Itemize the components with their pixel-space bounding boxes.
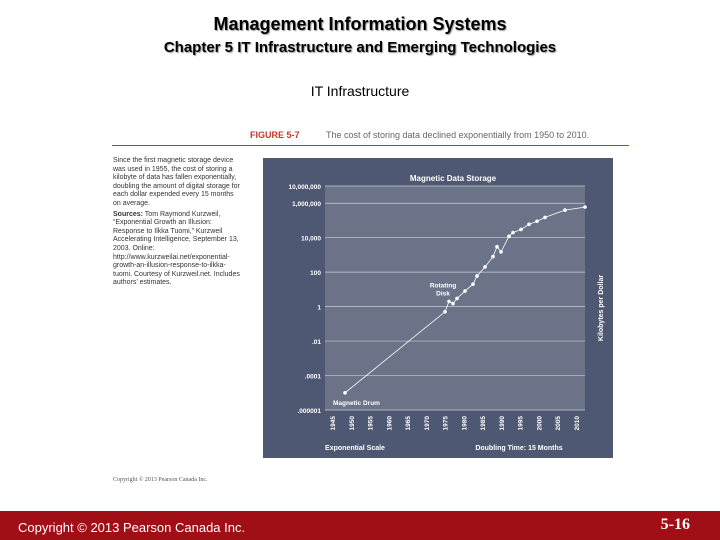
figure-divider — [112, 145, 629, 146]
annotation-label: Magnetic Drum — [333, 400, 380, 407]
y-tick-label: .01 — [312, 339, 321, 346]
y-tick-label: .0001 — [305, 374, 322, 381]
chart-title: Magnetic Data Storage — [410, 174, 497, 183]
x-tick-label: 1965 — [405, 416, 412, 431]
sidebar-source: Sources: Tom Raymond Kurzweil, “Exponent… — [113, 211, 243, 288]
data-point — [563, 208, 567, 212]
data-points — [343, 205, 587, 395]
y-tick-label: .000001 — [298, 408, 322, 415]
source-text: Tom Raymond Kurzweil, “Exponential Growt… — [113, 210, 240, 287]
x-tick-label: 1990 — [499, 416, 506, 431]
slide-number: 5-16 — [660, 516, 690, 533]
figure-copyright: Copyright © 2013 Pearson Canada Inc. — [113, 477, 208, 483]
x-tick-label: 2010 — [574, 416, 581, 431]
x-tick-label: 1970 — [424, 416, 431, 431]
y-tick-label: 10,000 — [301, 236, 321, 243]
data-point — [451, 301, 455, 306]
x-tick-label: 1980 — [461, 416, 468, 431]
x-tick-label: 1995 — [518, 416, 525, 431]
y-tick-label: 1 — [317, 305, 321, 312]
figure-caption: The cost of storing data declined expone… — [326, 130, 590, 140]
data-point — [455, 296, 459, 301]
chapter-subtitle: Chapter 5 IT Infrastructure and Emerging… — [163, 39, 557, 56]
x-tick-label: 1955 — [368, 416, 375, 431]
data-point — [499, 250, 503, 254]
annotation-word: Rotating — [430, 282, 456, 289]
doubling-time-note: Doubling Time: 15 Months — [475, 445, 562, 452]
data-point — [443, 310, 447, 314]
data-point — [511, 230, 515, 235]
data-point — [519, 227, 523, 232]
data-point — [535, 219, 539, 224]
data-point — [495, 244, 499, 249]
data-point — [507, 234, 511, 239]
y-axis-label: Kilobytes per Dollar — [598, 275, 605, 341]
y-tick-labels: 10,000,000 1,000,000 10,000 100 1 .01 .0001 .00… — [288, 184, 321, 415]
source-label: Sources: — [113, 210, 143, 218]
gridlines — [325, 185, 585, 411]
annotation-label: Rotating Disk — [430, 282, 456, 297]
x-tick-label: 1945 — [330, 416, 337, 431]
y-tick-label: 100 — [310, 270, 321, 277]
footer-copyright: Copyright © 2013 Pearson Canada Inc. — [18, 520, 246, 535]
data-point — [583, 205, 587, 209]
data-point — [463, 289, 467, 293]
data-point — [447, 299, 451, 304]
storage-cost-chart: 10,000,000 1,000,000 10,000 100 1 .01 .0001 .00… — [263, 158, 613, 458]
data-point — [543, 215, 547, 220]
chart-annotations: Magnetic Drum Rotating Disk — [333, 282, 456, 406]
page-title: Management Information Systems — [213, 14, 507, 34]
sidebar-text: Since the first magnetic storage device … — [113, 157, 240, 207]
x-tick-label: 1950 — [349, 416, 356, 431]
figure-label: FIGURE 5-7 — [250, 130, 300, 140]
footer-bar: Copyright © 2013 Pearson Canada Inc. 5-1… — [0, 511, 720, 540]
x-tick-label: 2000 — [536, 416, 543, 431]
x-axis-label: Exponential Scale — [325, 445, 385, 452]
plot-area — [325, 186, 585, 410]
x-tick-label: 1985 — [480, 416, 487, 431]
data-point — [475, 274, 479, 278]
data-point — [343, 390, 347, 395]
y-tick-label: 1,000,000 — [292, 201, 321, 208]
data-point — [471, 282, 475, 286]
figure-sidebar: Since the first magnetic storage device … — [113, 157, 243, 290]
y-tick-label: 10,000,000 — [288, 184, 321, 191]
data-point — [483, 265, 487, 269]
x-tick-label: 1960 — [386, 416, 393, 431]
annotation-word: Disk — [436, 290, 450, 297]
data-point — [491, 254, 495, 259]
x-tick-labels: 1945 1950 1955 1960 1965 1970 1975 1980 1985 1990… — [330, 416, 581, 431]
section-heading: IT Infrastructure — [310, 83, 410, 99]
x-tick-label: 2005 — [555, 416, 562, 431]
x-tick-label: 1975 — [443, 416, 450, 431]
data-point — [527, 222, 531, 227]
